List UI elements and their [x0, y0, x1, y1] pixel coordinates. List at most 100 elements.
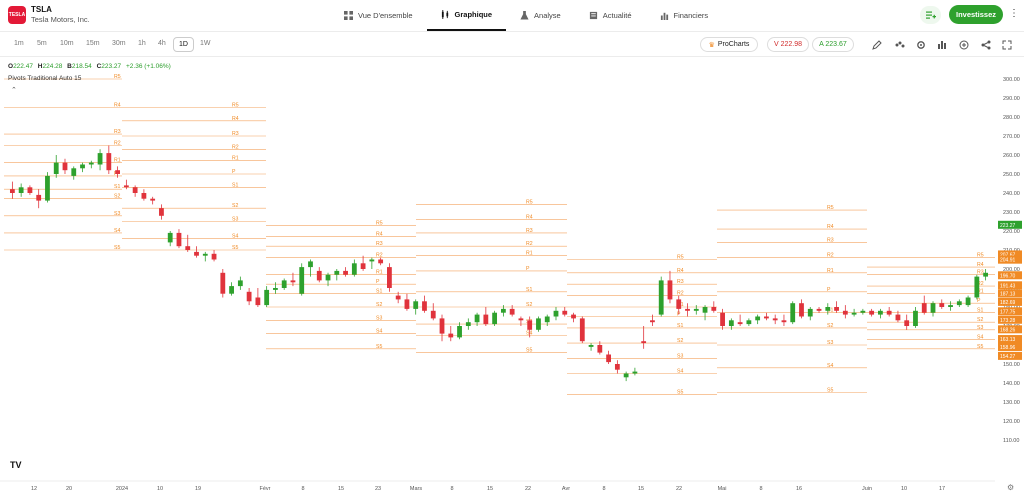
y-tick-label: 140.00: [1003, 381, 1020, 387]
x-tick-label: 8: [450, 486, 453, 492]
timeframe-1w[interactable]: 1W: [200, 40, 211, 47]
indicators-icon[interactable]: [895, 40, 905, 50]
pivot-label: P: [232, 169, 236, 175]
candle-body: [886, 310, 892, 315]
candle-body: [387, 267, 392, 288]
candle-body: [334, 270, 340, 275]
pivot-price-tag: [998, 255, 1022, 264]
x-tick-label: 12: [31, 486, 37, 492]
candle-body: [483, 314, 489, 325]
pivot-label: S3: [376, 315, 382, 321]
x-tick-label: Mai: [718, 486, 727, 492]
pivot-label: S5: [977, 344, 983, 350]
x-tick-label: Févr: [260, 486, 271, 492]
tab-label: Graphique: [454, 10, 493, 19]
pivot-price-tag-label: 187.13: [1000, 291, 1016, 297]
pivot-price-tag: [998, 307, 1022, 316]
chart-type-icon[interactable]: [937, 40, 947, 50]
timeframe-10m[interactable]: 10m: [60, 40, 74, 47]
pivot-label: S4: [232, 234, 238, 240]
y-tick-label: 270.00: [1003, 134, 1020, 140]
candle-body: [527, 320, 533, 330]
pivot-label: S5: [827, 388, 833, 394]
timeframe-1d[interactable]: 1D: [173, 37, 194, 52]
candle-body: [755, 316, 761, 321]
buy-button[interactable]: A 223.67: [812, 37, 854, 52]
pivot-label: S1: [677, 323, 683, 329]
draw-pencil-icon[interactable]: [872, 40, 882, 50]
timeframe-1m[interactable]: 1m: [14, 40, 24, 47]
pivot-price-tag-label: 177.75: [1000, 309, 1016, 315]
candle-body: [351, 263, 357, 275]
x-tick-label: 17: [939, 486, 945, 492]
pivot-label: S5: [232, 245, 238, 251]
candle-body: [956, 301, 962, 306]
candle-body: [790, 303, 796, 323]
tab-analysis[interactable]: Analyse: [506, 0, 575, 31]
timeframe-4h[interactable]: 4h: [158, 40, 166, 47]
pivot-price-tag-label: 168.26: [1000, 327, 1016, 333]
timeframe-5m[interactable]: 5m: [37, 40, 47, 47]
pivot-price-tag-label: 154.27: [1000, 354, 1016, 360]
candle-body: [378, 259, 384, 264]
procharts-button[interactable]: ♛ ProCharts: [700, 37, 758, 52]
pivot-label: S2: [677, 338, 683, 344]
share-icon[interactable]: [981, 40, 991, 50]
candle-body: [895, 314, 901, 321]
candle-body: [562, 310, 568, 315]
crown-icon: ♛: [708, 41, 715, 49]
y-tick-label: 150.00: [1003, 362, 1020, 368]
pivot-label: S1: [827, 308, 833, 314]
more-options-icon[interactable]: ⋮: [1009, 8, 1019, 19]
candle-body: [159, 208, 164, 216]
newspaper-icon: [589, 11, 597, 20]
timeframe-15m[interactable]: 15m: [86, 40, 100, 47]
pivot-label: R3: [827, 237, 834, 243]
chart-settings-icon[interactable]: ⚙: [1007, 483, 1015, 492]
pivot-label: S2: [114, 194, 120, 200]
candle-body: [536, 318, 541, 330]
collapse-legend-icon[interactable]: ⌃: [11, 87, 17, 94]
tab-chart[interactable]: Graphique: [426, 0, 507, 31]
pivot-label: R4: [827, 224, 834, 230]
settings-gear-icon[interactable]: [916, 40, 926, 50]
pivot-label: S2: [977, 317, 983, 323]
tab-label: Analyse: [534, 11, 561, 20]
pivot-label: R5: [232, 103, 239, 109]
candle-body: [115, 170, 120, 174]
company-name: Tesla Motors, Inc.: [31, 15, 90, 24]
candle-body: [500, 308, 506, 313]
pivot-label: R1: [827, 268, 834, 274]
pivot-label: S5: [114, 245, 120, 251]
pivot-label: S3: [977, 325, 983, 331]
pivot-label: R5: [114, 74, 121, 80]
tab-label: Financiers: [673, 11, 709, 20]
timeframe-30m[interactable]: 30m: [112, 40, 126, 47]
price-chart[interactable]: 300.00 290.00 280.00 270.00 260.00 250.00 240.…: [0, 57, 1024, 495]
fullscreen-icon[interactable]: [1002, 40, 1012, 50]
pivot-label: S3: [677, 353, 683, 359]
candle-body: [518, 318, 524, 321]
candle-body: [80, 164, 85, 169]
tab-financials[interactable]: Financiers: [646, 0, 723, 31]
ticker-symbol: TSLA: [31, 5, 52, 14]
sell-button[interactable]: V 222.98: [767, 37, 809, 52]
candle-body: [939, 303, 945, 307]
invest-button[interactable]: Investissez: [949, 5, 1003, 24]
candle-body: [150, 198, 156, 201]
candle-body: [439, 318, 445, 334]
low-label: B: [67, 63, 72, 70]
timeframe-1h[interactable]: 1h: [138, 40, 146, 47]
tab-overview[interactable]: Vue D'ensemble: [330, 0, 427, 31]
zoom-add-icon[interactable]: [959, 40, 969, 50]
pivot-price-tag: [998, 271, 1022, 280]
pivot-label: S4: [376, 329, 382, 335]
candle-body: [658, 280, 664, 315]
tab-news[interactable]: Actualité: [575, 0, 646, 31]
add-watchlist-button[interactable]: [920, 6, 941, 24]
pivot-label: S4: [114, 228, 120, 234]
candle-body: [36, 194, 42, 201]
pivot-label: R2: [232, 144, 239, 150]
candle-body: [728, 320, 734, 326]
pivot-label: R2: [827, 253, 834, 259]
